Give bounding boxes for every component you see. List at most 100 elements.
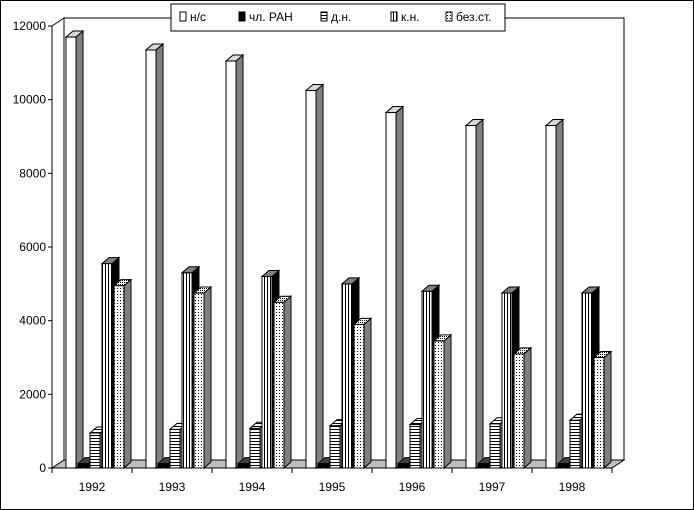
bar-front xyxy=(261,275,273,469)
bar-front xyxy=(477,463,489,469)
bar-side xyxy=(283,295,292,470)
bar-front xyxy=(569,419,581,469)
bar-front xyxy=(181,272,193,469)
bar-side xyxy=(155,42,164,470)
bar-front xyxy=(89,432,101,469)
bar-front xyxy=(273,301,285,469)
bar-1996-series-5 xyxy=(432,333,453,470)
bar-1997-series-1 xyxy=(464,118,485,470)
bar-front xyxy=(305,89,317,469)
bar-1993-series-5 xyxy=(192,285,213,470)
legend-label: н/с xyxy=(190,10,206,24)
side-wall-top xyxy=(51,17,65,27)
bar-side xyxy=(475,118,484,470)
bar-top xyxy=(112,279,133,287)
bar-side xyxy=(235,53,244,470)
bar-front xyxy=(157,463,169,469)
bar-1993-series-1 xyxy=(144,42,165,470)
bar-front xyxy=(433,340,445,469)
bar-front xyxy=(353,323,365,469)
bar-top xyxy=(420,284,441,292)
legend-label: без.ст. xyxy=(456,10,491,24)
bar-front xyxy=(77,463,89,469)
bar-top xyxy=(304,83,325,91)
bar-front xyxy=(329,425,341,469)
x-tick-label: 1997 xyxy=(479,480,506,494)
bar-top xyxy=(500,286,521,294)
bar-front xyxy=(385,112,397,469)
bar-front xyxy=(237,463,249,469)
legend-label: д.н. xyxy=(331,10,351,24)
bar-front xyxy=(489,423,501,469)
bar-front xyxy=(145,49,157,469)
bar-side xyxy=(363,317,372,470)
y-tick-label: 12000 xyxy=(13,19,47,33)
bar-top xyxy=(384,106,405,114)
bar-front xyxy=(169,428,181,469)
y-tick-label: 8000 xyxy=(19,166,46,180)
bar-top xyxy=(544,118,565,126)
bar-1998-series-1 xyxy=(544,118,565,470)
bar-front xyxy=(397,463,409,469)
bar-1994-series-5 xyxy=(272,295,293,470)
x-tick-label: 1992 xyxy=(79,480,106,494)
x-axis-ticks: 1992 1993 1994 1995 1996 1997 1998 xyxy=(51,468,613,494)
bar-top xyxy=(224,54,245,62)
bar-1992-series-5 xyxy=(112,278,133,470)
bar-side xyxy=(395,105,404,470)
bar-front xyxy=(249,427,261,469)
bar-front xyxy=(113,285,125,469)
bar-top xyxy=(352,317,373,325)
bar-front xyxy=(225,60,237,469)
bar-front xyxy=(545,124,557,469)
y-tick-label: 2000 xyxy=(19,387,46,401)
bar-top xyxy=(592,351,613,358)
bar-1996-series-1 xyxy=(384,105,405,470)
bar-front xyxy=(581,292,593,469)
y-tick-label: 6000 xyxy=(19,240,46,254)
bar-top xyxy=(432,334,453,342)
bar-front xyxy=(101,263,113,469)
legend-swatch xyxy=(238,11,246,22)
bar-front xyxy=(557,463,569,469)
legend-swatch xyxy=(320,11,328,22)
y-tick-label: 0 xyxy=(39,461,46,475)
bar-front xyxy=(501,292,513,469)
bar-front xyxy=(317,463,329,469)
y-tick-label: 4000 xyxy=(19,314,46,328)
bar-side xyxy=(523,346,532,470)
legend-swatch xyxy=(445,11,453,22)
bar-1995-series-5 xyxy=(352,317,373,470)
legend-swatch xyxy=(179,11,187,22)
bar-top xyxy=(464,118,485,126)
bar-front xyxy=(341,283,353,469)
x-tick-label: 1994 xyxy=(239,480,266,494)
bar-top xyxy=(580,286,601,294)
legend: н/с чл. РАН д.н. к.н. без.ст. xyxy=(170,3,506,32)
legend-label: к.н. xyxy=(401,10,420,24)
y-axis-ticks: 0 2000 4000 6000 8000 10000 12000 xyxy=(13,19,52,475)
bar-top xyxy=(272,295,293,303)
bar-1998-series-5 xyxy=(592,350,613,470)
x-tick-label: 1998 xyxy=(559,480,586,494)
bar-top xyxy=(340,277,361,285)
bar-top xyxy=(512,347,533,355)
y-tick-label: 10000 xyxy=(13,93,47,107)
bar-top xyxy=(100,257,121,265)
bar-1992-series-1 xyxy=(64,29,85,470)
bar-top xyxy=(144,43,165,51)
bar-1995-series-1 xyxy=(304,83,325,470)
x-tick-label: 1995 xyxy=(319,480,346,494)
bar-top xyxy=(260,269,281,277)
bar-front xyxy=(193,292,205,469)
bar-top xyxy=(192,286,213,294)
bar-front xyxy=(65,36,77,469)
bar-top xyxy=(64,30,85,38)
legend-swatch xyxy=(390,11,398,22)
bar-front xyxy=(409,424,421,469)
bar-front xyxy=(421,290,433,469)
legend-label: чл. РАН xyxy=(249,10,293,24)
bar-side xyxy=(555,118,564,470)
bar-1994-series-1 xyxy=(224,53,245,470)
